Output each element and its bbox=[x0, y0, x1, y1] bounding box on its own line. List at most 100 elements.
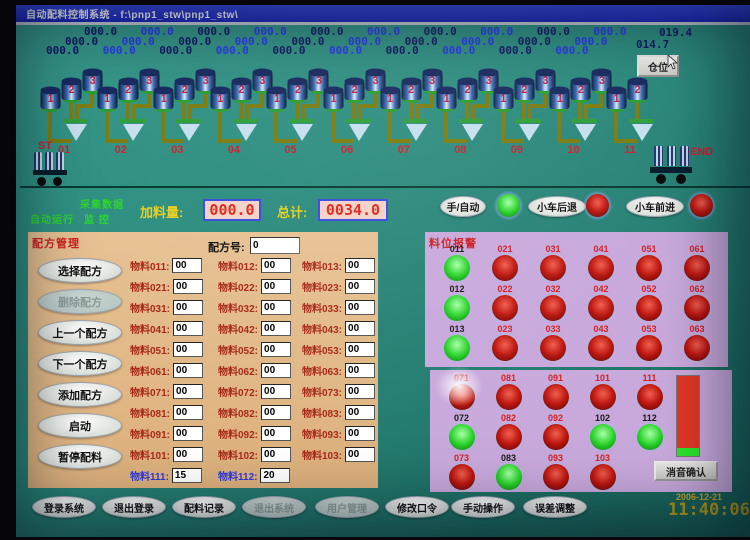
mode-button[interactable]: 小车前进 bbox=[626, 196, 684, 217]
alarm-indicator-lamp bbox=[542, 384, 569, 410]
material-value-input[interactable] bbox=[173, 342, 204, 357]
material-value-input[interactable] bbox=[173, 279, 204, 294]
bottom-bar-button[interactable]: 用户管理 bbox=[315, 496, 379, 518]
bottom-bar-button[interactable]: 配料记录 bbox=[172, 496, 236, 518]
bottom-bar-button-label: 退出登录 bbox=[114, 503, 154, 515]
bottom-bar-button-label: 用户管理 bbox=[327, 503, 367, 515]
material-value-input[interactable] bbox=[173, 405, 204, 420]
recipe-button[interactable]: 下一个配方 bbox=[38, 351, 122, 376]
recipe-button[interactable]: 删除配方 bbox=[38, 289, 122, 314]
material-field: 物料021: bbox=[130, 276, 218, 297]
material-value-input[interactable] bbox=[345, 258, 376, 273]
material-grid: 物料011: 物料012: 物料013: 物料021: 物料022: 物料023… bbox=[130, 255, 378, 486]
cart-wheel bbox=[656, 174, 666, 184]
material-label: 物料022: bbox=[218, 283, 259, 294]
hopper-number: 3 bbox=[429, 75, 436, 87]
alarm-indicator-label: 081 bbox=[500, 373, 517, 383]
material-value-input[interactable] bbox=[173, 363, 204, 378]
material-value-input[interactable] bbox=[345, 300, 376, 315]
material-value-input[interactable] bbox=[261, 342, 292, 357]
material-value-input[interactable] bbox=[345, 447, 376, 462]
hopper-group-graphic bbox=[40, 68, 103, 143]
material-value-input[interactable] bbox=[173, 321, 204, 336]
material-label: 物料091: bbox=[130, 430, 171, 441]
alarm-indicator: 043 bbox=[577, 324, 625, 364]
material-value-input[interactable] bbox=[173, 384, 204, 399]
material-value-input[interactable] bbox=[345, 384, 376, 399]
material-value-input[interactable] bbox=[345, 405, 376, 420]
monitor-bezel bbox=[0, 0, 16, 540]
material-label: 物料072: bbox=[218, 388, 259, 399]
bottom-bar-button[interactable]: 登录系统 bbox=[32, 496, 96, 518]
material-value-input[interactable] bbox=[261, 447, 292, 462]
bottom-bar-button-label: 误差调整 bbox=[535, 503, 575, 515]
recipe-button[interactable]: 启动 bbox=[38, 413, 122, 438]
alarm-indicator-lamp bbox=[588, 255, 614, 281]
material-value-input[interactable] bbox=[345, 342, 376, 357]
recipe-button[interactable]: 添加配方 bbox=[38, 382, 122, 407]
alarm-indicator: 083 bbox=[485, 453, 532, 493]
bottom-bar-button[interactable]: 退出登录 bbox=[102, 496, 166, 518]
recipe-button-label: 启动 bbox=[69, 420, 91, 433]
recipe-button[interactable]: 上一个配方 bbox=[38, 320, 122, 345]
mode-button[interactable]: 小车后退 bbox=[528, 196, 586, 217]
hopper-weight-value: 000.0 bbox=[461, 34, 495, 48]
hopper-group-label: 05 bbox=[284, 144, 297, 156]
material-label: 物料063: bbox=[302, 367, 343, 378]
material-value-input[interactable] bbox=[345, 363, 376, 378]
hopper-number: 3 bbox=[485, 75, 492, 87]
alarm-indicator-lamp bbox=[444, 255, 470, 281]
material-value-input[interactable] bbox=[172, 258, 203, 273]
bottom-bar-button[interactable]: 误差调整 bbox=[523, 496, 587, 518]
bottom-bar-button[interactable]: 手动操作 bbox=[451, 496, 515, 518]
bottom-bar-button-label: 手动操作 bbox=[463, 503, 503, 515]
alarm-indicator-lamp bbox=[540, 255, 566, 281]
weigh-cart-left bbox=[33, 152, 67, 188]
material-value-input[interactable] bbox=[261, 300, 292, 315]
material-value-input[interactable] bbox=[173, 426, 204, 441]
bin-view-button[interactable]: 仓位 bbox=[637, 55, 679, 77]
mode-button[interactable]: 手/自动 bbox=[440, 196, 486, 217]
cart-wheel bbox=[676, 174, 686, 184]
mute-confirm-button[interactable]: 消音确认 bbox=[654, 461, 718, 481]
material-value-input[interactable] bbox=[261, 363, 292, 378]
alarm-indicator: 093 bbox=[532, 453, 579, 493]
hopper-number: 1 bbox=[443, 93, 450, 105]
material-value-input[interactable] bbox=[260, 468, 291, 483]
bottom-bar-button[interactable]: 修改口令 bbox=[385, 496, 449, 518]
recipe-button-label: 上一个配方 bbox=[52, 327, 108, 340]
material-field: 物料011: bbox=[130, 255, 218, 276]
hopper-group: 1 2 3 08 bbox=[436, 68, 500, 160]
recipe-button[interactable]: 暂停配料 bbox=[38, 444, 122, 469]
material-value-input[interactable] bbox=[261, 405, 292, 420]
material-field: 物料112: bbox=[218, 465, 302, 486]
material-value-input[interactable] bbox=[345, 426, 376, 441]
material-value-input[interactable] bbox=[261, 384, 292, 399]
hopper-number: 1 bbox=[613, 93, 620, 105]
bottom-bar-button[interactable]: 退出系统 bbox=[242, 496, 306, 518]
hopper-weight-value: 019.4 bbox=[659, 26, 693, 39]
alarm-indicator-label: 093 bbox=[547, 453, 564, 463]
cart-wheel bbox=[37, 177, 46, 186]
hopper-weight-value: 000.0 bbox=[498, 44, 532, 57]
material-value-input[interactable] bbox=[261, 321, 292, 336]
recipe-button[interactable]: 选择配方 bbox=[38, 258, 122, 283]
material-value-input[interactable] bbox=[261, 258, 292, 273]
recipe-number-input[interactable] bbox=[250, 237, 300, 254]
alarm-indicator-label: 053 bbox=[641, 324, 657, 334]
hopper-number: 2 bbox=[634, 84, 641, 96]
alarm-indicator: 103 bbox=[579, 453, 626, 493]
material-value-input[interactable] bbox=[171, 468, 202, 483]
hopper-weight-value: 000.0 bbox=[102, 44, 136, 57]
alarm-indicator-label: 103 bbox=[594, 453, 611, 463]
cart-cylinder bbox=[34, 152, 42, 170]
hopper-group: 1 2 3 01 bbox=[40, 68, 104, 160]
material-value-input[interactable] bbox=[345, 279, 376, 294]
material-value-input[interactable] bbox=[173, 300, 204, 315]
material-value-input[interactable] bbox=[345, 321, 376, 336]
material-value-input[interactable] bbox=[261, 279, 292, 294]
material-value-input[interactable] bbox=[261, 426, 292, 441]
material-value-input[interactable] bbox=[173, 447, 204, 462]
mode-button-label: 小车后退 bbox=[537, 203, 577, 214]
